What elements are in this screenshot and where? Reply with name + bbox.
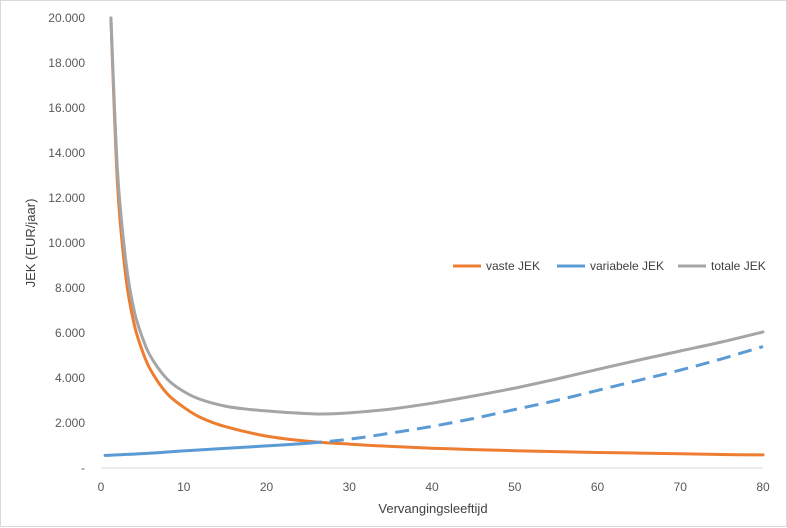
- y-tick-label: 4.000: [55, 371, 85, 385]
- series-layer: [103, 16, 765, 457]
- y-tick-label: 12.000: [48, 191, 85, 205]
- x-tick-label: 30: [343, 480, 357, 494]
- x-tick-label: 80: [756, 480, 770, 494]
- x-tick-label: 20: [260, 480, 274, 494]
- y-tick-label: 2.000: [55, 416, 85, 430]
- x-tick-label: 60: [591, 480, 605, 494]
- x-tick-label: 50: [508, 480, 522, 494]
- y-tick-label: 20.000: [48, 11, 85, 25]
- legend-label: vaste JEK: [486, 259, 540, 273]
- y-tick-label: 8.000: [55, 281, 85, 295]
- x-tick-label: 0: [98, 480, 105, 494]
- x-axis-title: Vervangingsleeftijd: [378, 501, 487, 516]
- axes: 0 10 20 30 40 50 60 70 80 - 2.000 4.000 6.000 8.000 10…: [48, 11, 770, 494]
- x-tick-label: 10: [177, 480, 191, 494]
- y-axis-title: JEK (EUR/jaar): [23, 199, 38, 288]
- y-tick-label: -: [81, 461, 85, 475]
- x-tick-label: 70: [674, 480, 688, 494]
- x-tick-label: 40: [425, 480, 439, 494]
- y-tick-label: 14.000: [48, 146, 85, 160]
- legend: vaste JEK variabele JEK totale JEK: [453, 259, 766, 273]
- y-tick-label: 18.000: [48, 56, 85, 70]
- variabele-jek-line: [103, 441, 310, 457]
- y-tick-label: 10.000: [48, 236, 85, 250]
- legend-label: variabele JEK: [590, 259, 664, 273]
- totale-jek-line: [109, 16, 765, 416]
- legend-label: totale JEK: [711, 259, 766, 273]
- y-tick-label: 16.000: [48, 101, 85, 115]
- y-tick-label: 6.000: [55, 326, 85, 340]
- vaste-jek-line: [109, 16, 765, 457]
- variabele-jek-projection-line: [307, 345, 764, 445]
